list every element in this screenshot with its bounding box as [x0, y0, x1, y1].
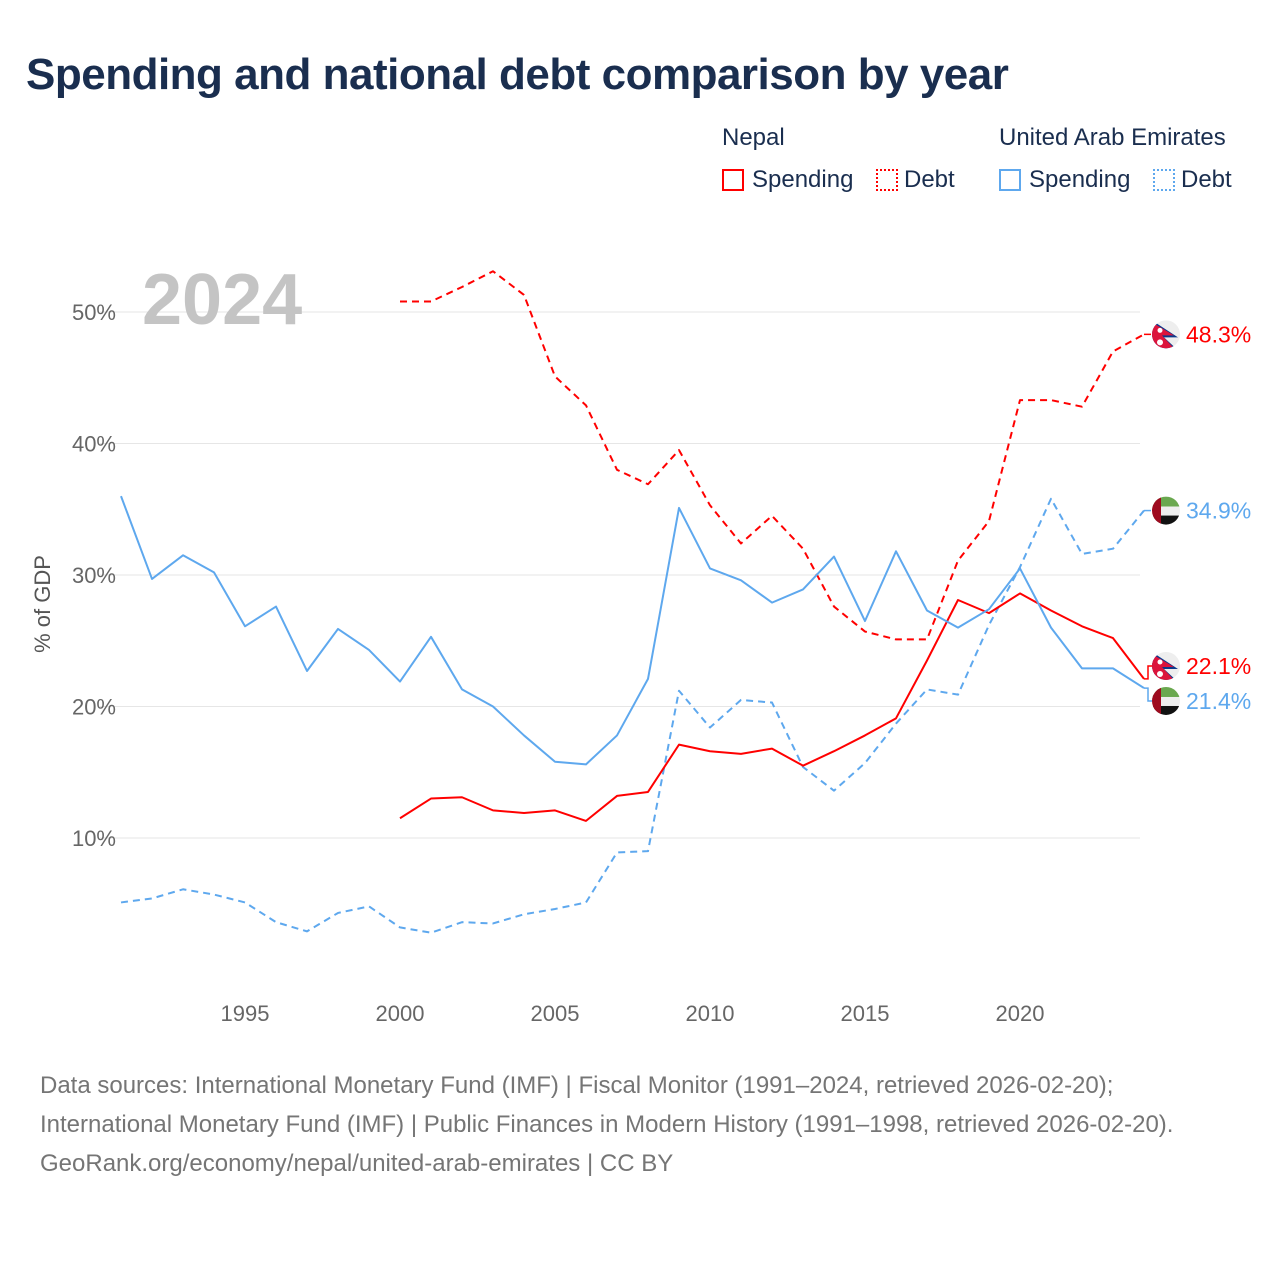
legend-label: Spending — [1029, 166, 1131, 193]
series-line-nepal-spending — [399, 592, 1145, 822]
x-tick-label: 2000 — [376, 1001, 425, 1026]
legend-label: Debt — [904, 166, 955, 193]
legend-uae-header: United Arab Emirates — [999, 124, 1226, 151]
y-tick-label: 10% — [72, 826, 116, 851]
legend-uae-spending[interactable]: Spending — [999, 166, 1130, 194]
y-axis-label: % of GDP — [30, 555, 55, 653]
x-tick-label: 2005 — [531, 1001, 580, 1026]
x-tick-label: 2015 — [841, 1001, 890, 1026]
uae-flag-icon — [1152, 496, 1180, 525]
legend-uae-debt[interactable]: Debt — [1153, 166, 1232, 194]
legend-swatch-dotted — [876, 169, 898, 191]
end-value-label: 22.1% — [1186, 653, 1251, 679]
y-tick-label: 20% — [72, 695, 116, 720]
line-chart: 10%20%30%40%50%1995 2000 2005 2010 2015 2020 … — [30, 260, 1251, 1026]
legend-label: Debt — [1181, 166, 1232, 193]
y-tick-label: 40% — [72, 432, 116, 457]
x-tick-label: 2020 — [996, 1001, 1045, 1026]
y-tick-label: 50% — [72, 300, 116, 325]
end-value-label: 34.9% — [1186, 498, 1251, 524]
year-watermark: 2024 — [142, 260, 302, 340]
uae-flag-icon — [1152, 686, 1180, 715]
y-tick-label: 30% — [72, 563, 116, 588]
credit-link[interactable]: GeoRank.org/economy/nepal/united-arab-em… — [40, 1150, 674, 1177]
chart-title: Spending and national debt comparison by… — [26, 50, 1009, 99]
end-value-label: 21.4% — [1186, 688, 1251, 714]
label-connector — [1144, 687, 1154, 702]
series-line-united-arab-emirates-debt — [120, 497, 1145, 934]
legend-swatch-solid — [722, 169, 744, 191]
series-line-nepal-debt — [400, 270, 1145, 641]
label-connector — [1144, 665, 1154, 680]
legend-label: Spending — [752, 166, 854, 193]
data-sources: Data sources: International Monetary Fun… — [40, 1072, 1174, 1138]
legend-nepal-header: Nepal — [722, 124, 785, 151]
x-tick-label: 1995 — [221, 1001, 270, 1026]
x-tick-label: 2010 — [686, 1001, 735, 1026]
legend-nepal-spending[interactable]: Spending — [722, 166, 853, 194]
nepal-flag-icon — [1152, 320, 1180, 349]
series-line-united-arab-emirates-spending — [120, 495, 1145, 766]
legend-nepal-debt[interactable]: Debt — [876, 166, 955, 194]
end-value-label: 48.3% — [1186, 321, 1251, 347]
legend-swatch-solid — [999, 169, 1021, 191]
legend-swatch-dotted — [1153, 169, 1175, 191]
footer: Data sources: International Monetary Fun… — [40, 1066, 1240, 1183]
nepal-flag-icon — [1152, 651, 1180, 680]
